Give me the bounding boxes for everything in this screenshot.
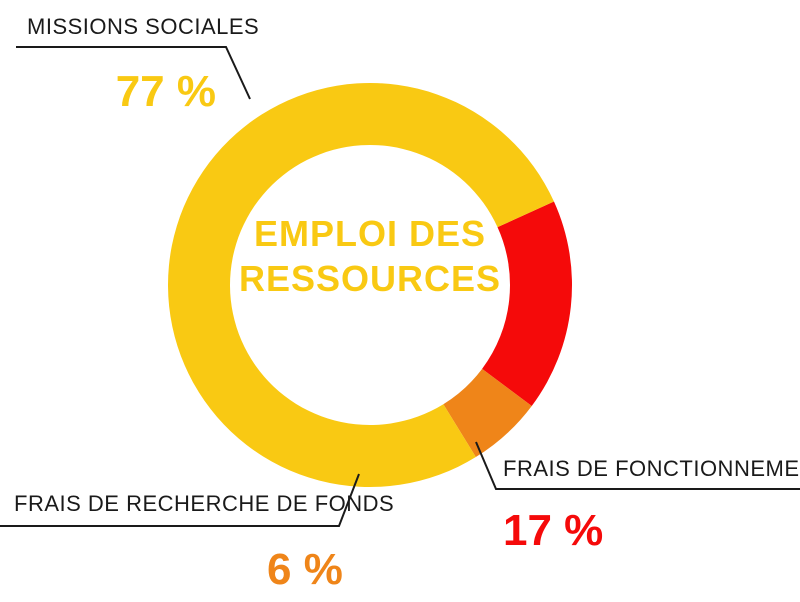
- donut-slices: [167, 82, 573, 488]
- slice-label-group-frais-fonctionnement: FRAIS DE FONCTIONNEMENT 17 %: [475, 441, 800, 555]
- slice-label-missions-sociales: MISSIONS SOCIALES: [27, 14, 259, 39]
- leader-line-frais-fonctionnement: [475, 441, 800, 490]
- chart-title-line-2: RESSOURCES: [239, 258, 501, 299]
- donut-slice-missions-sociales: [167, 82, 554, 488]
- slice-label-group-missions-sociales: MISSIONS SOCIALES 77 %: [16, 14, 259, 116]
- slice-label-frais-fonctionnement: FRAIS DE FONCTIONNEMENT: [503, 456, 800, 481]
- slice-label-frais-recherche-fonds: FRAIS DE RECHERCHE DE FONDS: [14, 491, 394, 516]
- slice-value-missions-sociales: 77 %: [116, 67, 216, 116]
- donut-slice-frais-de-fonctionnement: [482, 201, 573, 407]
- chart-title: EMPLOI DES RESSOURCES: [239, 213, 501, 299]
- donut-slice-frais-de-recherche-de-fonds: [443, 368, 532, 458]
- chart-title-line-1: EMPLOI DES: [254, 213, 486, 254]
- leader-line-missions-sociales: [16, 46, 251, 100]
- slice-value-frais-fonctionnement: 17 %: [503, 506, 603, 555]
- slice-label-group-frais-recherche-fonds: FRAIS DE RECHERCHE DE FONDS 6 %: [0, 473, 394, 594]
- slice-value-frais-recherche-fonds: 6 %: [267, 545, 343, 594]
- leader-line-frais-recherche-fonds: [0, 473, 360, 527]
